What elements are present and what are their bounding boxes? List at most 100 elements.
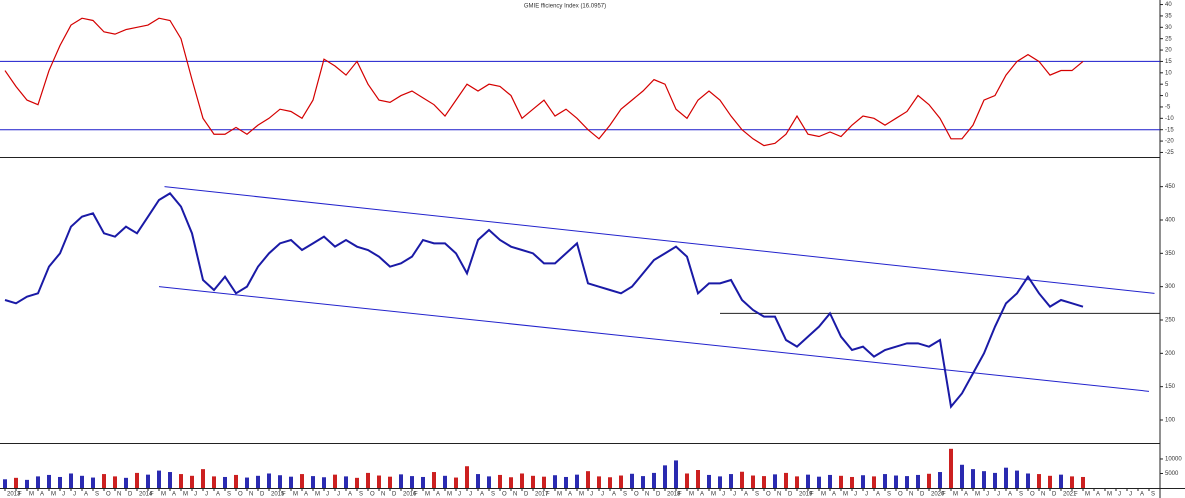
- volume-bar: [553, 475, 557, 488]
- volume-bar: [333, 474, 337, 488]
- x-tick-label: N: [117, 492, 121, 498]
- x-tick-label: J: [469, 492, 472, 498]
- x-tick-label: 2015: [271, 492, 285, 498]
- volume-bar: [1048, 475, 1052, 488]
- x-tick-label: S: [755, 492, 759, 498]
- x-tick-label: M: [689, 492, 694, 498]
- volume-bar: [36, 476, 40, 488]
- volume-bar: [806, 474, 810, 488]
- x-tick-label: S: [227, 492, 231, 498]
- x-tick-label: 2013: [7, 492, 21, 498]
- x-tick-label: J: [205, 492, 208, 498]
- y-tick-label: 25: [1165, 36, 1172, 42]
- x-tick-label: M: [821, 492, 826, 498]
- volume-bar: [498, 474, 502, 488]
- volume-bar: [454, 477, 458, 488]
- volume-bar: [630, 473, 634, 488]
- volume-bar: [212, 476, 216, 488]
- y-tick-label: 5000: [1165, 471, 1179, 477]
- volume-bar: [784, 472, 788, 488]
- trend-line: [164, 186, 1155, 294]
- y-tick-label: 300: [1165, 284, 1176, 290]
- volume-bar: [707, 474, 711, 488]
- volume-bar: [619, 475, 623, 488]
- x-tick-label: A: [40, 492, 44, 498]
- y-tick-label: 5: [1165, 82, 1169, 88]
- x-tick-label: O: [238, 492, 243, 498]
- volume-bar: [311, 476, 315, 488]
- volume-bar: [586, 471, 590, 488]
- volume-bar: [905, 476, 909, 488]
- y-tick-label: 30: [1165, 25, 1172, 31]
- x-tick-label: D: [1052, 492, 1057, 498]
- x-tick-label: J: [733, 492, 736, 498]
- y-tick-label: -10: [1165, 116, 1174, 122]
- x-tick-label: O: [370, 492, 375, 498]
- volume-bar: [652, 472, 656, 488]
- x-tick-label: J: [854, 492, 857, 498]
- volume-bar: [531, 475, 535, 488]
- x-tick-label: 2019: [799, 492, 813, 498]
- x-tick-label: F: [546, 492, 550, 498]
- x-tick-label: N: [381, 492, 385, 498]
- x-tick-label: M: [183, 492, 188, 498]
- volume-bar: [971, 469, 975, 488]
- volume-bar: [267, 473, 271, 488]
- volume-bar: [993, 472, 997, 488]
- x-tick-label: A: [612, 492, 616, 498]
- volume-bar: [223, 476, 227, 488]
- volume-bar: [410, 476, 414, 488]
- volume-bar: [641, 476, 645, 488]
- y-tick-label: -5: [1165, 105, 1171, 111]
- y-tick-label: 10: [1165, 70, 1172, 76]
- x-tick-label: N: [909, 492, 913, 498]
- x-tick-label: F: [150, 492, 154, 498]
- x-tick-label: J: [601, 492, 604, 498]
- x-tick-label: M: [425, 492, 430, 498]
- y-tick-label: 20: [1165, 48, 1172, 54]
- y-tick-label: 400: [1165, 218, 1176, 224]
- volume-bar: [135, 472, 139, 488]
- x-tick-label: D: [920, 492, 925, 498]
- x-tick-label: M: [51, 492, 56, 498]
- x-tick-label: F: [942, 492, 946, 498]
- volume-bar: [69, 473, 73, 488]
- chart-title: GMIE fficiency Index (16.0957): [524, 4, 606, 10]
- x-tick-label: D: [392, 492, 397, 498]
- x-tick-label: M: [315, 492, 320, 498]
- volume-bar: [960, 464, 964, 488]
- volume-bar: [740, 471, 744, 488]
- volume-bar: [245, 477, 249, 488]
- x-tick-label: F: [678, 492, 682, 498]
- x-tick-label: S: [491, 492, 495, 498]
- volume-bar: [1059, 474, 1063, 488]
- y-tick-label: 200: [1165, 351, 1176, 357]
- volume-bar: [157, 470, 161, 488]
- volume-bar: [278, 475, 282, 488]
- x-tick-label: J: [326, 492, 329, 498]
- x-tick-label: A: [876, 492, 880, 498]
- volume-bar: [47, 474, 51, 488]
- volume-bar: [168, 472, 172, 488]
- x-tick-label: M: [975, 492, 980, 498]
- volume-bar: [322, 477, 326, 488]
- volume-bar: [509, 477, 513, 488]
- volume-bar: [91, 477, 95, 488]
- volume-bar: [795, 476, 799, 488]
- volume-bar: [146, 474, 150, 488]
- x-tick-label: M: [29, 492, 34, 498]
- x-tick-label: J: [1129, 492, 1132, 498]
- volume-bar: [685, 473, 689, 488]
- y-tick-label: -20: [1165, 139, 1174, 145]
- volume-bar: [25, 479, 29, 488]
- x-tick-label: M: [711, 492, 716, 498]
- volume-bar: [102, 474, 106, 488]
- x-tick-label: A: [436, 492, 440, 498]
- volume-bar: [355, 477, 359, 488]
- volume-bar: [751, 475, 755, 488]
- volume-bar: [399, 474, 403, 488]
- x-tick-label: A: [1140, 492, 1144, 498]
- x-tick-label: O: [106, 492, 111, 498]
